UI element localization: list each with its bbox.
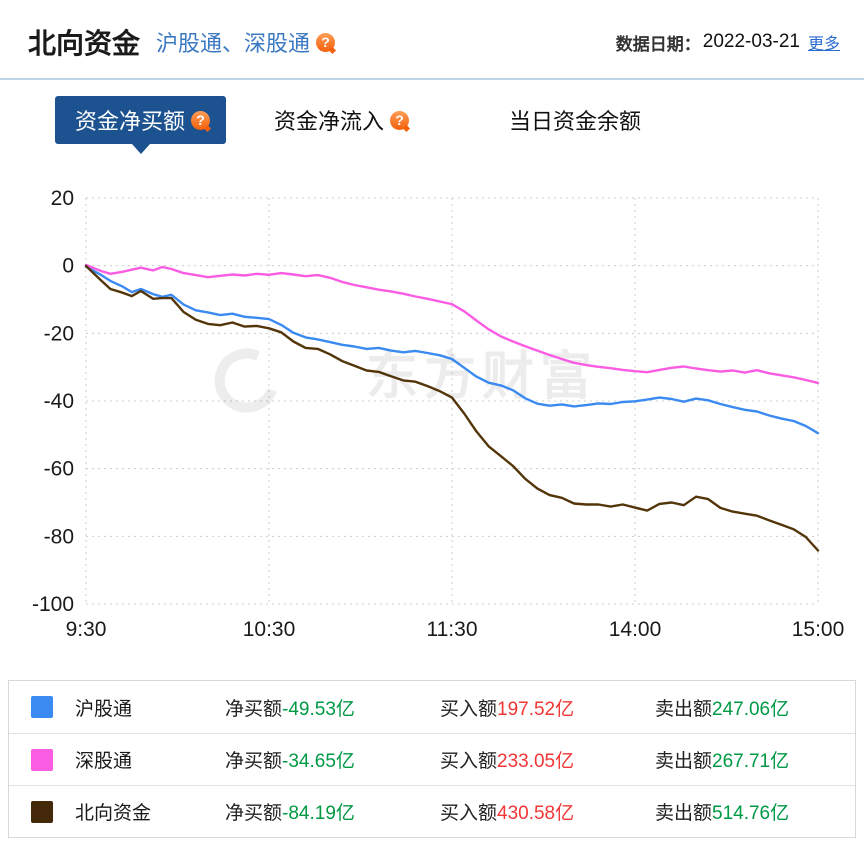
help-icon[interactable]: ? [316,32,336,52]
series-name: 北向资金 [75,803,152,824]
tab-label: 资金净流入 [274,109,385,134]
svg-text:-80: -80 [44,525,74,548]
net-buy-label: 净买额 [225,803,283,824]
legend-row: 深股通 净买额 -34.65亿 买入额 233.05亿 卖出额 267.71亿 [9,733,855,785]
svg-text:14:00: 14:00 [609,618,662,641]
legend-table: 沪股通 净买额 -49.53亿 买入额 197.52亿 卖出额 247.06亿 深股通… [8,680,856,838]
net-buy-label: 净买额 [225,698,283,720]
svg-text:15:00: 15:00 [792,618,845,641]
buy-amount-value: 430.58亿 [497,803,575,824]
help-icon[interactable]: ? [191,110,211,130]
svg-text:9:30: 9:30 [66,618,107,641]
svg-text:10:30: 10:30 [243,618,296,641]
tab-label: 资金净买额 [75,109,186,134]
help-icon[interactable]: ? [390,110,410,130]
page-subtitle: 沪股通、深股通 [156,31,311,56]
legend-row: 沪股通 净买额 -49.53亿 买入额 197.52亿 卖出额 247.06亿 [9,681,855,733]
svg-text:0: 0 [62,255,74,278]
series-swatch [31,696,53,718]
net-buy-value: -49.53亿 [282,698,355,720]
svg-text:11:30: 11:30 [427,618,478,641]
buy-amount-value: 233.05亿 [497,751,575,772]
net-buy-label: 净买额 [225,751,283,772]
tab-net-inflow[interactable]: 资金净流入 ? [274,104,410,136]
sell-amount-value: 267.71亿 [712,751,790,772]
tab-day-balance[interactable]: 当日资金余额 [509,104,641,136]
tab-net-buy-amount[interactable]: 资金净买额 ? [55,96,227,144]
sell-amount-value: 247.06亿 [712,698,790,720]
svg-text:-20: -20 [44,322,74,345]
data-date-value: 2022-03-21 [702,31,800,52]
active-tab-arrow-icon [131,144,150,154]
svg-text:20: 20 [51,187,74,210]
data-date-label: 数据日期： [615,34,701,54]
sell-amount-label: 卖出额 [655,751,713,772]
header: 北向资金 沪股通、深股通 ? 数据日期： 2022-03-21 更多 [0,0,864,78]
chart-area: 20 0 -20 -40 -60 -80 -100 9:30 10:30 11:30 14:00 15… [0,158,864,654]
svg-text:-100: -100 [32,593,74,616]
legend-row: 北向资金 净买额 -84.19亿 买入额 430.58亿 卖出额 514.76亿 [9,785,855,837]
header-right: 数据日期： 2022-03-21 更多 [616,30,840,55]
net-buy-value: -34.65亿 [282,751,355,772]
series-name: 深股通 [75,751,133,772]
buy-amount-label: 买入额 [440,751,498,772]
sell-amount-label: 卖出额 [655,803,713,824]
buy-amount-label: 买入额 [440,803,498,824]
tab-label: 当日资金余额 [509,109,642,134]
buy-amount-label: 买入额 [440,698,498,720]
sell-amount-value: 514.76亿 [712,803,790,824]
sell-amount-label: 卖出额 [655,698,713,720]
tab-bar: 资金净买额 ? 资金净流入 ? 当日资金余额 [0,96,864,154]
buy-amount-value: 197.52亿 [497,698,575,720]
net-buy-value: -84.19亿 [282,803,355,824]
page-title: 北向资金 [28,28,141,59]
series-name: 沪股通 [75,698,133,720]
svg-text:-60: -60 [44,458,74,481]
svg-text:东方财富: 东方财富 [366,348,598,406]
series-swatch [31,748,53,771]
more-link[interactable]: 更多 [807,36,840,53]
svg-text:-40: -40 [44,390,74,413]
header-divider [0,78,864,80]
series-swatch [31,800,53,823]
